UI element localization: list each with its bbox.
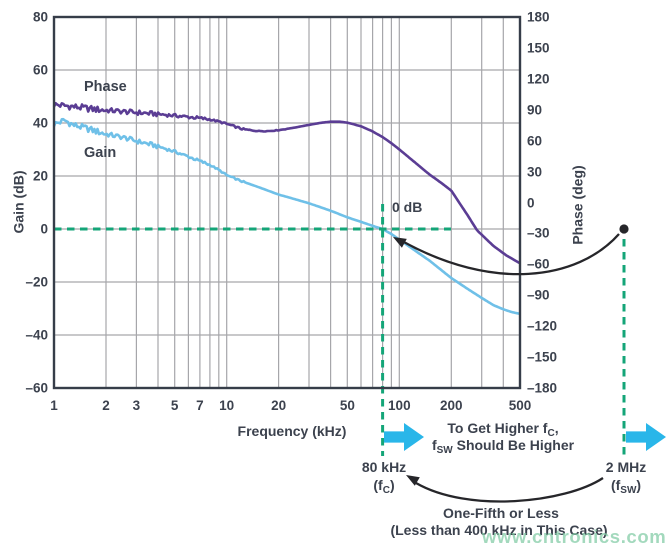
gain-axis-tick-label: 0 bbox=[40, 221, 48, 237]
fsw-block-arrow-icon bbox=[626, 423, 666, 451]
arrow-fsw-to-fc-head bbox=[406, 475, 420, 486]
gain-axis-tick-label: –60 bbox=[25, 380, 48, 396]
frequency-axis-tick-label: 500 bbox=[508, 398, 532, 413]
gridlines bbox=[54, 17, 520, 388]
phase-axis-tick-label: 0 bbox=[527, 195, 535, 210]
gain-series-label: Gain bbox=[84, 145, 117, 161]
gain-axis-tick-label: 60 bbox=[32, 62, 48, 78]
fsw-symbol-post: ) bbox=[636, 477, 642, 493]
phase-axis-tick-label: 30 bbox=[527, 164, 543, 180]
frequency-axis-tick-label: 100 bbox=[388, 398, 411, 413]
frequency-axis-tick-label: 3 bbox=[132, 398, 141, 413]
fsw-symbol-sub: SW bbox=[620, 485, 637, 496]
right-axis-title: Phase (deg) bbox=[569, 165, 586, 245]
fc-symbol-label: (fC) bbox=[373, 477, 394, 499]
note-line2-tail: Should Be Higher bbox=[452, 437, 575, 453]
fc-block-arrow-icon bbox=[384, 423, 424, 451]
note-line1-sub: C bbox=[547, 428, 555, 439]
phase-series-label: Phase bbox=[84, 79, 127, 95]
note-line2: fSW Should Be Higher bbox=[432, 437, 574, 459]
phase-axis-tick-label: –30 bbox=[527, 225, 550, 241]
arrow-fsw-to-crossover-head bbox=[393, 237, 407, 248]
note-line1: To Get Higher fC, bbox=[447, 420, 558, 442]
frequency-axis-tick-label: 50 bbox=[339, 398, 355, 413]
fsw-symbol-pre: (f bbox=[610, 477, 621, 493]
watermark-text: www.cntronics.com bbox=[482, 526, 667, 547]
gain-curve bbox=[52, 117, 521, 316]
phase-axis-tick-label: –90 bbox=[527, 287, 550, 303]
phase-curve bbox=[52, 101, 521, 265]
frequency-axis-tick-label: 10 bbox=[219, 398, 235, 413]
fc-frequency-label: 80 kHz bbox=[361, 459, 407, 475]
gain-axis-tick-label: 40 bbox=[32, 115, 48, 131]
note-line1-text: To Get Higher f bbox=[447, 420, 548, 436]
left-axis-title: Gain (dB) bbox=[10, 170, 27, 234]
note-line2-text: f bbox=[431, 437, 437, 453]
gain-axis-tick-label: –40 bbox=[25, 327, 48, 343]
fc-symbol-post: ) bbox=[389, 477, 395, 493]
frequency-axis-tick-label: 1 bbox=[50, 398, 58, 413]
gain-axis-tick-label: –20 bbox=[25, 274, 48, 290]
note-line1-tail: , bbox=[554, 420, 559, 436]
plot-frame bbox=[52, 15, 522, 390]
phase-axis-tick-label: 120 bbox=[527, 71, 550, 87]
phase-axis-tick-label: –150 bbox=[527, 349, 558, 365]
phase-axis-tick-label: 90 bbox=[527, 102, 543, 118]
frequency-axis-tick-label: 20 bbox=[271, 398, 287, 413]
fsw-frequency-label: 2 MHz bbox=[605, 459, 647, 475]
phase-axis-tick-label: 60 bbox=[527, 133, 543, 149]
fc-symbol-pre: (f bbox=[373, 477, 383, 493]
phase-axis-tick-label: 150 bbox=[527, 40, 550, 56]
fsw-symbol-label: (fSW) bbox=[611, 477, 641, 499]
phase-axis-tick-label: –60 bbox=[527, 256, 550, 272]
frequency-axis-tick-label: 7 bbox=[196, 398, 204, 413]
phase-axis-tick-label: 180 bbox=[527, 9, 550, 25]
note-line2-sub: SW bbox=[436, 445, 453, 456]
x-axis-title: Frequency (kHz) bbox=[237, 423, 347, 439]
zero-db-label: 0 dB bbox=[392, 199, 423, 215]
fsw-dot bbox=[619, 224, 629, 234]
gain-axis-tick-label: 80 bbox=[32, 9, 48, 25]
gain-axis-tick-label: 20 bbox=[32, 168, 48, 184]
phase-axis-tick-label: –120 bbox=[527, 318, 558, 334]
frequency-axis-tick-label: 2 bbox=[102, 398, 110, 413]
ratio-line1: One-Fifth or Less bbox=[443, 505, 559, 521]
fc-symbol-sub: C bbox=[382, 485, 390, 496]
arrow-fsw-to-crossover bbox=[401, 233, 620, 276]
phase-axis-tick-label: –180 bbox=[527, 380, 558, 396]
frequency-axis-tick-label: 5 bbox=[170, 398, 179, 413]
frequency-axis-tick-label: 200 bbox=[440, 398, 463, 413]
arrow-fsw-to-fc bbox=[415, 477, 604, 503]
ratio-line2: (Less than 400 kHz in This Case) bbox=[390, 522, 608, 538]
